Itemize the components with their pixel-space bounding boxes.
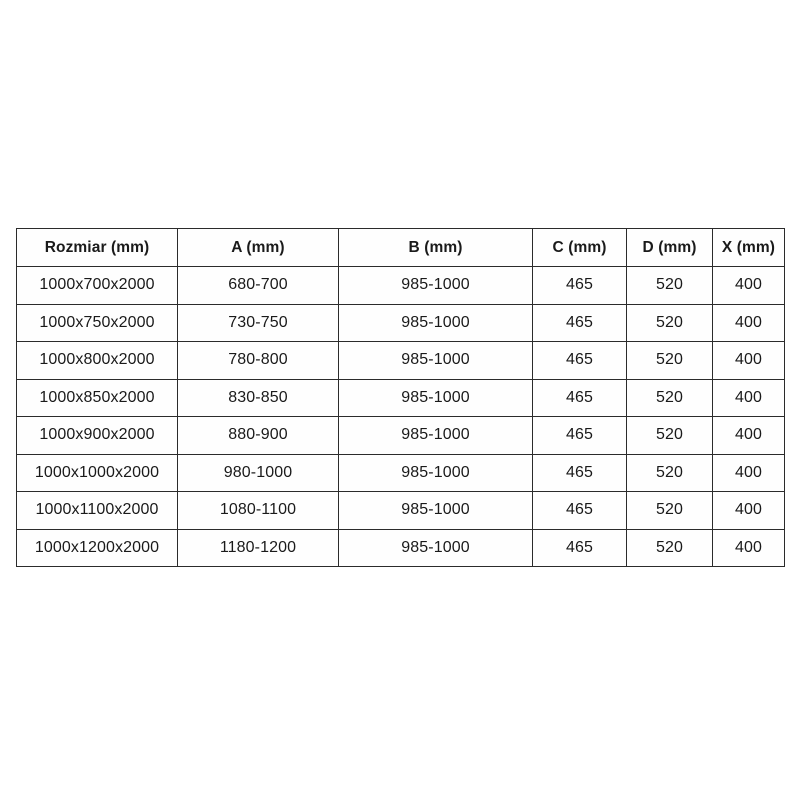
cell-a: 730-750 [177, 303, 339, 342]
table-row: 1000x900x2000 880-900 985-1000 465 520 4… [16, 416, 785, 455]
cell-rozmiar: 1000x900x2000 [16, 416, 178, 455]
cell-d: 520 [626, 528, 713, 567]
table-row: 1000x1000x2000 980-1000 985-1000 465 520… [16, 453, 785, 492]
cell-d: 520 [626, 341, 713, 380]
column-header-a: A (mm) [177, 228, 339, 267]
cell-d: 520 [626, 266, 713, 305]
cell-rozmiar: 1000x800x2000 [16, 341, 178, 380]
cell-x: 400 [712, 416, 785, 455]
cell-d: 520 [626, 416, 713, 455]
table-header: Rozmiar (mm) A (mm) B (mm) C (mm) D (mm)… [16, 228, 785, 267]
cell-rozmiar: 1000x850x2000 [16, 378, 178, 417]
cell-c: 465 [532, 453, 627, 492]
cell-b: 985-1000 [338, 378, 533, 417]
cell-x: 400 [712, 341, 785, 380]
cell-b: 985-1000 [338, 266, 533, 305]
cell-a: 1180-1200 [177, 528, 339, 567]
cell-x: 400 [712, 266, 785, 305]
cell-a: 1080-1100 [177, 491, 339, 530]
table-row: 1000x800x2000 780-800 985-1000 465 520 4… [16, 341, 785, 380]
cell-x: 400 [712, 453, 785, 492]
table-row: 1000x700x2000 680-700 985-1000 465 520 4… [16, 266, 785, 305]
cell-b: 985-1000 [338, 453, 533, 492]
column-header-x: X (mm) [712, 228, 785, 267]
cell-c: 465 [532, 303, 627, 342]
specification-table: Rozmiar (mm) A (mm) B (mm) C (mm) D (mm)… [16, 228, 785, 567]
cell-a: 980-1000 [177, 453, 339, 492]
table-body: 1000x700x2000 680-700 985-1000 465 520 4… [16, 266, 785, 567]
cell-a: 780-800 [177, 341, 339, 380]
cell-b: 985-1000 [338, 303, 533, 342]
cell-d: 520 [626, 378, 713, 417]
cell-d: 520 [626, 303, 713, 342]
cell-d: 520 [626, 491, 713, 530]
cell-c: 465 [532, 491, 627, 530]
cell-x: 400 [712, 303, 785, 342]
cell-rozmiar: 1000x1200x2000 [16, 528, 178, 567]
cell-a: 830-850 [177, 378, 339, 417]
table-header-row: Rozmiar (mm) A (mm) B (mm) C (mm) D (mm)… [16, 228, 785, 267]
cell-b: 985-1000 [338, 491, 533, 530]
column-header-rozmiar: Rozmiar (mm) [16, 228, 178, 267]
cell-a: 680-700 [177, 266, 339, 305]
cell-c: 465 [532, 266, 627, 305]
table-row: 1000x750x2000 730-750 985-1000 465 520 4… [16, 303, 785, 342]
cell-rozmiar: 1000x700x2000 [16, 266, 178, 305]
cell-x: 400 [712, 528, 785, 567]
table-row: 1000x1200x2000 1180-1200 985-1000 465 52… [16, 528, 785, 567]
cell-rozmiar: 1000x1000x2000 [16, 453, 178, 492]
cell-d: 520 [626, 453, 713, 492]
specification-table-container: Rozmiar (mm) A (mm) B (mm) C (mm) D (mm)… [16, 228, 785, 567]
cell-x: 400 [712, 378, 785, 417]
column-header-b: B (mm) [338, 228, 533, 267]
cell-a: 880-900 [177, 416, 339, 455]
cell-c: 465 [532, 416, 627, 455]
cell-rozmiar: 1000x750x2000 [16, 303, 178, 342]
column-header-c: C (mm) [532, 228, 627, 267]
cell-c: 465 [532, 378, 627, 417]
cell-c: 465 [532, 528, 627, 567]
cell-x: 400 [712, 491, 785, 530]
cell-b: 985-1000 [338, 416, 533, 455]
cell-rozmiar: 1000x1100x2000 [16, 491, 178, 530]
cell-c: 465 [532, 341, 627, 380]
cell-b: 985-1000 [338, 528, 533, 567]
table-row: 1000x1100x2000 1080-1100 985-1000 465 52… [16, 491, 785, 530]
table-row: 1000x850x2000 830-850 985-1000 465 520 4… [16, 378, 785, 417]
cell-b: 985-1000 [338, 341, 533, 380]
column-header-d: D (mm) [626, 228, 713, 267]
